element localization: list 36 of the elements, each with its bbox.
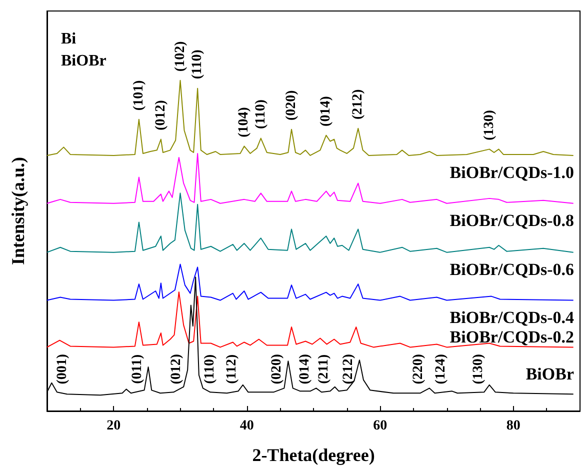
annotation: (012) (153, 100, 168, 130)
annotation: (012) (169, 354, 184, 384)
annotation: (101) (131, 80, 146, 111)
annotation: (011) (130, 354, 145, 384)
series-label: BiOBr/CQDs-0.4 (450, 308, 574, 327)
x-tick-label: 60 (373, 418, 388, 434)
annotation: (020) (270, 354, 285, 384)
x-tick-label: 20 (106, 418, 121, 434)
y-axis-title: Intensity(a.u.) (8, 156, 28, 266)
annotation: (130) (482, 110, 497, 140)
annotation: (212) (340, 354, 356, 384)
x-axis-title: 2-Theta(degree) (252, 445, 375, 465)
annotation: (220) (410, 354, 426, 384)
text: Bi (61, 30, 77, 48)
annotation: (001) (55, 354, 70, 384)
series-label: BiOBr/CQDs-0.6 (450, 260, 574, 279)
series-label: BiOBr (526, 364, 574, 384)
annotation: (110) (190, 49, 206, 80)
annotation: (112) (224, 354, 240, 384)
x-tick-label: 40 (240, 418, 254, 434)
annotation: (104) (236, 106, 252, 138)
annotation: (102) (172, 40, 188, 72)
annotation: (212) (350, 88, 366, 120)
series-label: BiOBr/CQDs-0.2 (450, 328, 574, 347)
annotation: (130) (470, 354, 486, 384)
annotation: (020) (284, 90, 300, 121)
text: BiOBr (61, 52, 106, 70)
x-tick-label: 80 (506, 418, 520, 434)
series-label: BiOBr/CQDs-1.0 (450, 162, 574, 182)
annotation: (211) (316, 354, 332, 384)
series-label: BiOBr/CQDs-0.8 (450, 210, 574, 230)
annotation: (014) (298, 354, 313, 384)
annotation: (124) (434, 354, 449, 384)
annotation: (110) (253, 99, 268, 130)
annotation: (110) (202, 354, 218, 384)
annotation: (014) (318, 96, 334, 126)
